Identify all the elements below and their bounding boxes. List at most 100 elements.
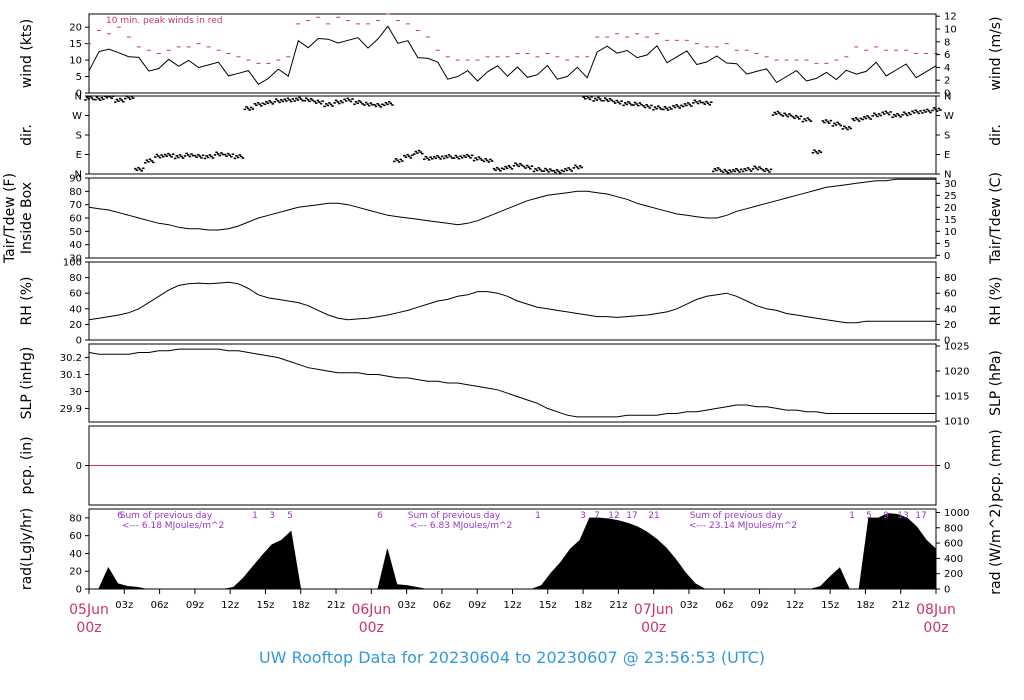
- dir-point: [861, 118, 864, 121]
- dir-point: [466, 153, 469, 156]
- dir-point: [161, 155, 165, 158]
- dir-point: [847, 126, 851, 128]
- xtick-label: 06z: [433, 600, 451, 611]
- dir-point: [122, 100, 125, 103]
- dir-point: [803, 118, 806, 120]
- dir-point: [512, 164, 516, 167]
- dir-point: [306, 98, 310, 101]
- dir-point: [396, 159, 399, 162]
- dir-point: [582, 96, 585, 98]
- dir-point: [729, 171, 733, 173]
- dir-point: [333, 102, 336, 104]
- dir-point: [404, 156, 408, 159]
- xtick-label: 21z: [609, 600, 627, 611]
- dir-point: [470, 154, 474, 157]
- dir-point: [826, 120, 829, 123]
- ytick-label-right-slp: 1015: [944, 392, 969, 403]
- ytick-label-rh: 20: [69, 320, 82, 331]
- dir-point: [358, 99, 361, 102]
- day-label-date: 07Jun: [634, 602, 674, 618]
- dir-point: [911, 110, 914, 113]
- ytick-label-slp: 30.2: [60, 353, 82, 364]
- dir-point: [170, 155, 173, 158]
- dir-point: [462, 154, 466, 157]
- dir-point: [708, 103, 711, 106]
- dir-point: [401, 160, 404, 162]
- dir-point: [824, 119, 828, 121]
- dir-point: [331, 105, 334, 107]
- dir-point: [719, 170, 723, 172]
- dir-point: [500, 167, 504, 170]
- dir-point: [931, 109, 934, 112]
- ytick-label-right-pcp: 0: [944, 461, 950, 472]
- ytick-label-rad: 0: [76, 585, 82, 596]
- rad-hour-label: 1: [252, 511, 258, 521]
- dir-point: [578, 165, 582, 167]
- dir-point: [881, 111, 884, 114]
- dir-point: [796, 116, 799, 119]
- dir-point: [741, 170, 745, 173]
- dir-point: [726, 172, 730, 174]
- dir-point: [527, 166, 530, 168]
- dir-point: [403, 154, 406, 157]
- dir-point: [547, 170, 550, 173]
- dir-point: [469, 157, 472, 159]
- ytick-label-tair: 40: [69, 240, 82, 251]
- dir-point: [678, 107, 682, 109]
- dir-point: [407, 155, 411, 158]
- ytick-label-dir: E: [76, 150, 82, 161]
- dir-point: [191, 154, 195, 157]
- dir-point: [449, 155, 452, 158]
- dir-point: [642, 105, 645, 107]
- dir-point: [929, 111, 932, 114]
- dir-point: [107, 95, 110, 98]
- dir-point: [584, 97, 587, 100]
- dir-point: [185, 152, 188, 155]
- dir-point: [766, 169, 770, 172]
- dir-point: [397, 161, 401, 163]
- dir-point: [356, 102, 359, 105]
- dir-point: [180, 155, 183, 158]
- day-label-hour: 00z: [76, 620, 101, 636]
- dir-point: [343, 98, 346, 101]
- dir-point: [710, 101, 713, 104]
- panel-frame-dir: [88, 95, 937, 175]
- dir-point: [138, 168, 142, 171]
- dir-point: [183, 155, 187, 157]
- xtick-label: 03z: [115, 600, 133, 611]
- xtick-label: 09z: [751, 600, 769, 611]
- ytick-label-slp: 30.1: [60, 370, 82, 381]
- ytick-label-tair: 60: [69, 214, 82, 225]
- dir-point: [725, 170, 728, 173]
- ytick-label-right-rad: 800: [944, 523, 963, 534]
- ytick-label-rad: 20: [69, 567, 82, 578]
- ytick-label-dir: W: [72, 111, 82, 122]
- dir-point: [873, 112, 876, 115]
- xtick-label: 21z: [327, 600, 345, 611]
- dir-point: [794, 114, 798, 117]
- dir-point: [892, 113, 896, 116]
- ytick-label-right-rh: 20: [944, 320, 957, 331]
- xtick-label: 15z: [256, 600, 274, 611]
- dir-point: [147, 160, 150, 163]
- dir-point: [808, 118, 811, 121]
- dir-point: [439, 158, 442, 160]
- dir-point: [587, 96, 590, 99]
- ylabel-right-rh: RH (%): [988, 277, 1004, 326]
- dir-point: [195, 156, 198, 159]
- dir-point: [608, 97, 612, 100]
- dir-point: [628, 102, 632, 105]
- dir-point: [588, 98, 592, 101]
- rad-sum-line2: <--- 6.18 MJoules/m^2: [122, 521, 224, 531]
- dir-point: [289, 100, 293, 103]
- dir-point: [502, 168, 506, 171]
- dir-point: [688, 103, 691, 106]
- dir-point: [557, 170, 560, 173]
- dir-point: [755, 167, 758, 169]
- dir-point: [389, 102, 393, 105]
- dir-point: [369, 102, 373, 104]
- dir-point: [703, 103, 707, 105]
- dir-point: [530, 165, 534, 167]
- dir-point: [864, 117, 868, 120]
- dir-point: [804, 119, 808, 122]
